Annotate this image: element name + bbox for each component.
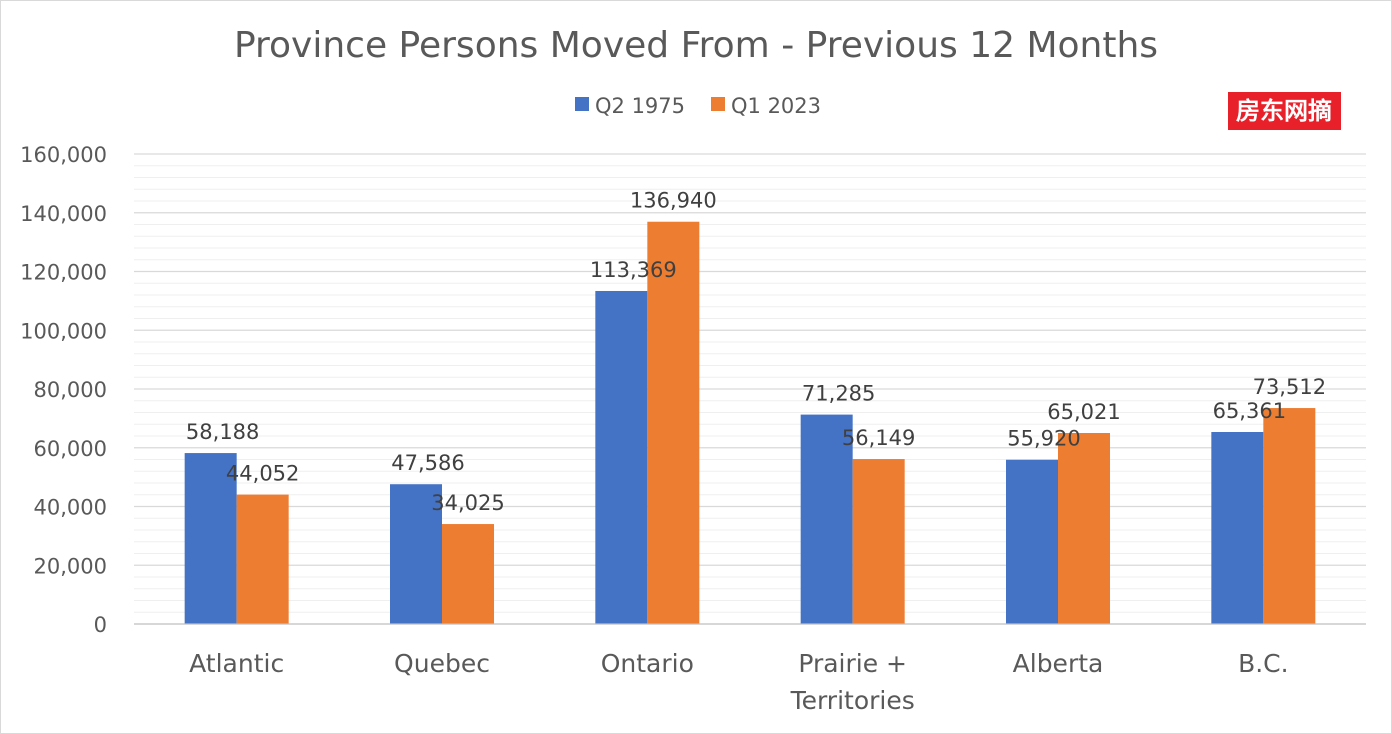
data-label: 136,940 <box>630 189 717 213</box>
legend-swatch-q2-1975 <box>575 97 589 111</box>
x-tick-label: Prairie + <box>798 649 907 678</box>
y-tick-label: 120,000 <box>20 261 107 285</box>
bar-q1-2023-3 <box>852 459 905 624</box>
watermark-stamp: 房东网摘 <box>1228 92 1341 130</box>
y-axis-tick-labels: 0 20,000 40,000 60,000 80,000 100,000 120,000 1… <box>20 143 107 637</box>
bars <box>184 221 1316 624</box>
bar-q1-2023-0 <box>236 494 289 624</box>
data-label: 58,188 <box>186 420 259 444</box>
bar-q2-1975-2 <box>595 290 648 624</box>
legend: Q2 1975 Q1 2023 <box>575 94 821 118</box>
data-labels: 58,188 47,586 113,369 71,285 55,920 65,361 44,… <box>186 189 1326 515</box>
minor-gridlines <box>134 165 1366 613</box>
y-tick-label: 80,000 <box>34 378 107 402</box>
watermark-background <box>1228 92 1341 130</box>
legend-label-q2-1975: Q2 1975 <box>595 94 685 118</box>
legend-swatch-q1-2023 <box>711 97 725 111</box>
x-tick-label: Ontario <box>601 649 694 678</box>
y-tick-label: 40,000 <box>34 496 107 520</box>
bar-q2-1975-5 <box>1211 432 1264 624</box>
bar-q1-2023-4 <box>1058 433 1110 624</box>
x-tick-label: Territories <box>790 686 915 715</box>
legend-label-q1-2023: Q1 2023 <box>731 94 821 118</box>
y-tick-label: 140,000 <box>20 202 107 226</box>
y-tick-label: 60,000 <box>34 437 107 461</box>
bar-q2-1975-4 <box>1006 459 1058 624</box>
bar-q1-2023-2 <box>647 221 700 624</box>
bar-q1-2023-1 <box>442 524 494 624</box>
data-label: 47,586 <box>391 451 464 475</box>
bar-q2-1975-3 <box>800 414 853 624</box>
bar-q2-1975-0 <box>184 453 237 624</box>
data-label: 44,052 <box>226 462 299 486</box>
x-tick-label: Atlantic <box>189 649 284 678</box>
bar-q2-1975-1 <box>390 484 442 624</box>
x-tick-label: B.C. <box>1238 649 1289 678</box>
y-tick-label: 100,000 <box>20 319 107 343</box>
x-tick-label: Quebec <box>394 649 490 678</box>
data-label: 65,021 <box>1047 400 1120 424</box>
data-label: 73,512 <box>1253 375 1326 399</box>
x-tick-label: Alberta <box>1013 649 1104 678</box>
y-tick-label: 0 <box>94 613 107 637</box>
data-label: 71,285 <box>802 382 875 406</box>
data-label: 113,369 <box>590 258 677 282</box>
data-label: 34,025 <box>431 491 504 515</box>
y-tick-label: 20,000 <box>34 554 107 578</box>
bar-q1-2023-5 <box>1263 408 1316 624</box>
data-label: 56,149 <box>842 426 915 450</box>
data-label: 55,920 <box>1007 427 1080 451</box>
y-tick-label: 160,000 <box>20 143 107 167</box>
data-label: 65,361 <box>1213 399 1286 423</box>
x-axis-tick-labels: Atlantic Quebec Ontario Prairie + Territorie… <box>189 649 1288 715</box>
watermark-text: 房东网摘 <box>1236 97 1332 125</box>
major-gridlines <box>134 153 1366 566</box>
chart-title: Province Persons Moved From - Previous 1… <box>234 25 1158 66</box>
